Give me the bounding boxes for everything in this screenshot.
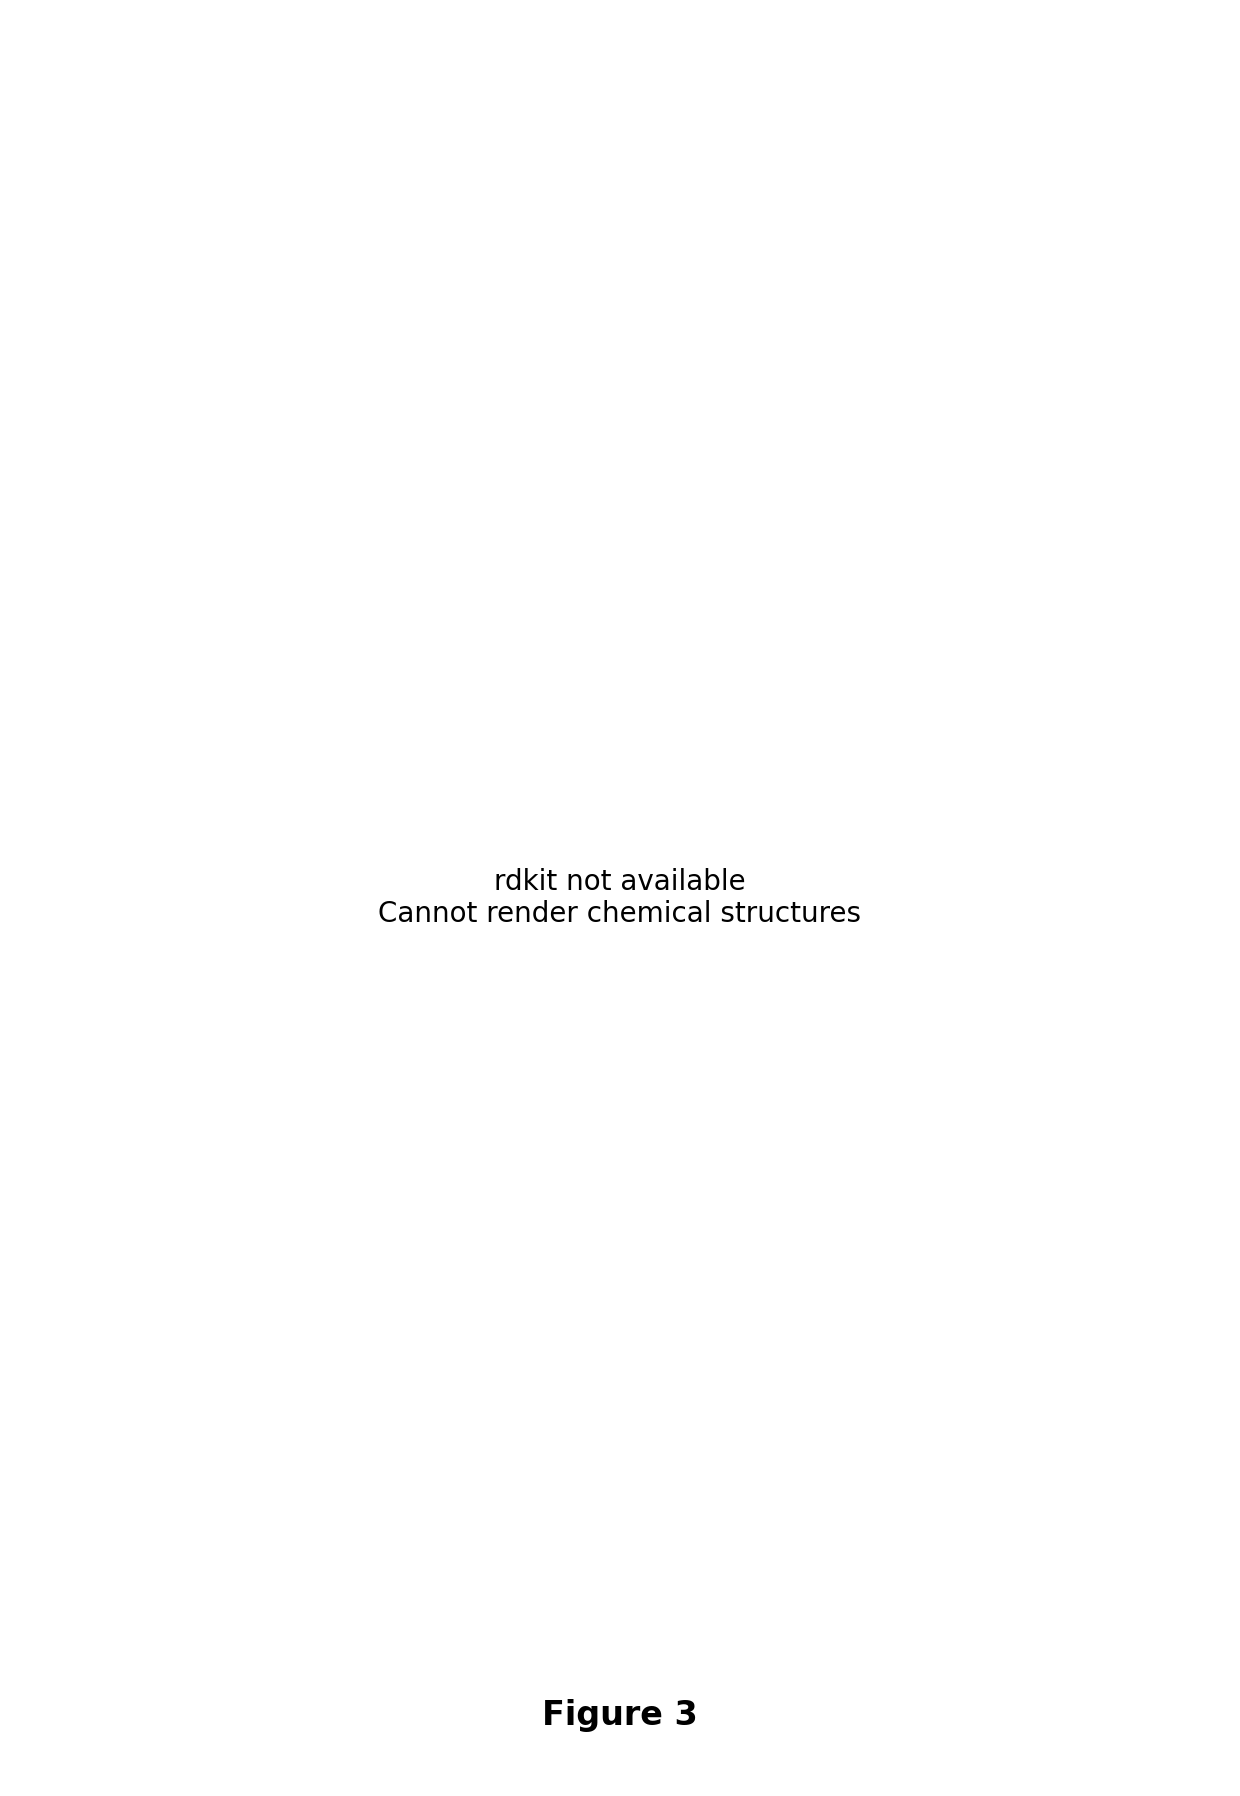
- Text: rdkit not available
Cannot render chemical structures: rdkit not available Cannot render chemic…: [378, 867, 862, 929]
- Text: Figure 3: Figure 3: [542, 1699, 698, 1733]
